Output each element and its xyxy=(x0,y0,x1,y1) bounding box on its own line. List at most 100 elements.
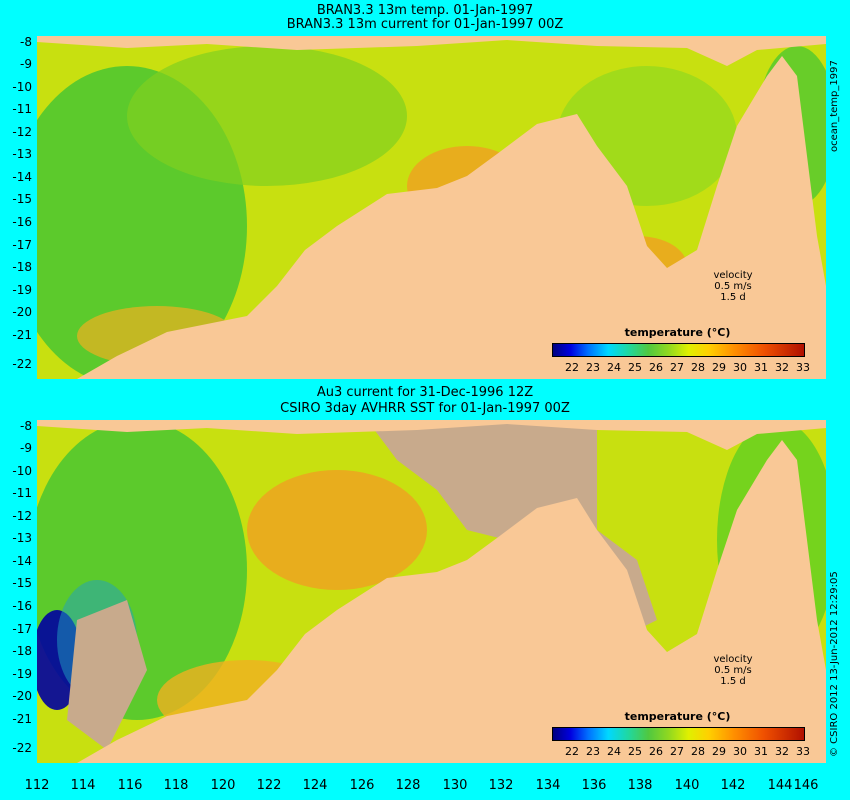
top-ytick-9: -17 xyxy=(12,238,32,252)
top-ytick-0: -8 xyxy=(20,35,32,49)
bottom-map-svg xyxy=(37,420,826,763)
bottom-cbar-tick-32: 32 xyxy=(775,745,789,758)
bottom-cbar-tick-26: 26 xyxy=(649,745,663,758)
bottom-colorbar xyxy=(552,727,805,741)
bottom-cbar-tick-23: 23 xyxy=(586,745,600,758)
top-cbar-tick-25: 25 xyxy=(628,361,642,374)
bottom-cbar-tick-22: 22 xyxy=(565,745,579,758)
top-cbar-tick-24: 24 xyxy=(607,361,621,374)
top-ytick-7: -15 xyxy=(12,192,32,206)
top-map-svg xyxy=(37,36,826,379)
top-ytick-6: -14 xyxy=(12,170,32,184)
top-ytick-8: -16 xyxy=(12,215,32,229)
top-ytick-2: -10 xyxy=(12,80,32,94)
xtick-114: 114 xyxy=(70,778,96,793)
top-ytick-3: -11 xyxy=(12,102,32,116)
top-title-line1: BRAN3.3 13m temp. 01-Jan-1997 xyxy=(316,3,534,18)
xtick-146: 146 xyxy=(793,778,819,793)
top-colorbar-labels: 22 23 24 25 26 27 28 29 30 31 32 33 xyxy=(553,361,810,375)
top-ytick-1: -9 xyxy=(20,57,32,71)
top-map-panel xyxy=(37,36,826,379)
bottom-ytick-11: -19 xyxy=(12,667,32,681)
bottom-colorbar-labels: 22 23 24 25 26 27 28 29 30 31 32 33 xyxy=(553,745,810,759)
xtick-120: 120 xyxy=(210,778,236,793)
bottom-title-line1: Au3 current for 31-Dec-1996 12Z xyxy=(316,385,534,400)
top-colorbar xyxy=(552,343,805,357)
top-velocity-legend: velocity 0.5 m/s 1.5 d xyxy=(698,270,768,303)
xtick-118: 118 xyxy=(163,778,189,793)
top-cbar-tick-26: 26 xyxy=(649,361,663,374)
bottom-cbar-tick-25: 25 xyxy=(628,745,642,758)
xtick-134: 134 xyxy=(535,778,561,793)
bottom-land-north xyxy=(37,420,826,450)
top-velocity-title: velocity xyxy=(713,270,753,281)
xtick-136: 136 xyxy=(581,778,607,793)
bottom-velocity-scale: 0.5 m/s xyxy=(714,665,752,676)
bottom-ytick-3: -11 xyxy=(12,486,32,500)
bottom-velocity-time: 1.5 d xyxy=(720,676,746,687)
xtick-128: 128 xyxy=(395,778,421,793)
top-cbar-tick-32: 32 xyxy=(775,361,789,374)
top-cbar-tick-33: 33 xyxy=(796,361,810,374)
xtick-138: 138 xyxy=(627,778,653,793)
bottom-ytick-9: -17 xyxy=(12,622,32,636)
bottom-velocity-legend: velocity 0.5 m/s 1.5 d xyxy=(698,654,768,687)
bottom-ytick-2: -10 xyxy=(12,464,32,478)
bottom-cbar-tick-33: 33 xyxy=(796,745,810,758)
bottom-map-panel xyxy=(37,420,826,763)
bottom-cbar-tick-24: 24 xyxy=(607,745,621,758)
top-cbar-tick-22: 22 xyxy=(565,361,579,374)
bottom-ytick-4: -12 xyxy=(12,509,32,523)
top-cbar-tick-27: 27 xyxy=(670,361,684,374)
top-title-line2: BRAN3.3 13m current for 01-Jan-1997 00Z xyxy=(286,17,564,32)
top-cbar-tick-31: 31 xyxy=(754,361,768,374)
top-cbar-tick-30: 30 xyxy=(733,361,747,374)
top-ytick-14: -22 xyxy=(12,357,32,371)
bottom-ytick-12: -20 xyxy=(12,689,32,703)
bottom-side-label: © CSIRO 2012 13-Jun-2012 12:29:05 xyxy=(829,571,840,757)
xtick-142: 142 xyxy=(720,778,746,793)
top-cbar-tick-28: 28 xyxy=(691,361,705,374)
top-ytick-10: -18 xyxy=(12,260,32,274)
bottom-ytick-6: -14 xyxy=(12,554,32,568)
xtick-132: 132 xyxy=(488,778,514,793)
bottom-land-australia xyxy=(77,440,826,763)
xtick-130: 130 xyxy=(442,778,468,793)
bottom-ytick-8: -16 xyxy=(12,599,32,613)
xtick-124: 124 xyxy=(302,778,328,793)
top-ytick-11: -19 xyxy=(12,283,32,297)
xtick-122: 122 xyxy=(256,778,282,793)
top-side-label: ocean_temp_1997 xyxy=(829,60,840,152)
top-cbar-tick-29: 29 xyxy=(712,361,726,374)
xtick-116: 116 xyxy=(117,778,143,793)
top-cbar-tick-23: 23 xyxy=(586,361,600,374)
top-ytick-5: -13 xyxy=(12,147,32,161)
top-land-north xyxy=(37,36,826,66)
bottom-title-line2: CSIRO 3day AVHRR SST for 01-Jan-1997 00Z xyxy=(280,401,570,416)
bottom-cloud-gap-west xyxy=(67,600,147,750)
bottom-ytick-10: -18 xyxy=(12,644,32,658)
bottom-cloud-gap-center xyxy=(367,420,597,630)
top-ytick-4: -12 xyxy=(12,125,32,139)
bottom-cbar-tick-28: 28 xyxy=(691,745,705,758)
xtick-140: 140 xyxy=(674,778,700,793)
bottom-ytick-0: -8 xyxy=(20,419,32,433)
top-colorbar-title: temperature (°C) xyxy=(624,326,731,339)
bottom-cbar-tick-29: 29 xyxy=(712,745,726,758)
bottom-velocity-title: velocity xyxy=(713,654,753,665)
bottom-ytick-1: -9 xyxy=(20,441,32,455)
bottom-colorbar-title: temperature (°C) xyxy=(624,710,731,723)
top-ytick-13: -21 xyxy=(12,328,32,342)
top-ytick-12: -20 xyxy=(12,305,32,319)
bottom-ytick-13: -21 xyxy=(12,712,32,726)
bottom-ytick-7: -15 xyxy=(12,576,32,590)
bottom-ytick-14: -22 xyxy=(12,741,32,755)
top-land-australia xyxy=(77,56,826,379)
bottom-cbar-tick-30: 30 xyxy=(733,745,747,758)
top-velocity-scale: 0.5 m/s xyxy=(714,281,752,292)
top-velocity-time: 1.5 d xyxy=(720,292,746,303)
xtick-144: 144 xyxy=(767,778,793,793)
bottom-ytick-5: -13 xyxy=(12,531,32,545)
xtick-126: 126 xyxy=(349,778,375,793)
bottom-cbar-tick-27: 27 xyxy=(670,745,684,758)
